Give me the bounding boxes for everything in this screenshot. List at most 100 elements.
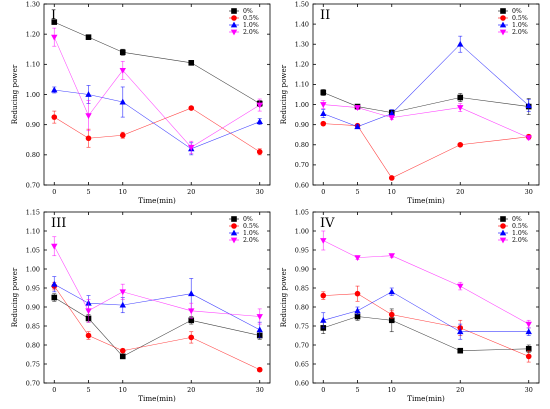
x-axis-title: Time(min) (407, 394, 445, 403)
y-tick-label: 0.90 (26, 303, 40, 311)
legend-marker (230, 229, 238, 236)
data-point (320, 316, 327, 323)
data-point (525, 328, 532, 335)
data-point (256, 149, 263, 155)
series-line (54, 246, 260, 317)
y-tick-label: 0.70 (26, 181, 40, 189)
legend-marker (230, 29, 238, 36)
y-tick-label: 1.50 (295, 0, 309, 8)
legend: 0%0.5%1.0%2.0% (498, 8, 528, 36)
data-point (51, 114, 58, 120)
data-point (354, 313, 361, 320)
series-0% (320, 308, 532, 354)
data-point (119, 353, 126, 360)
series-1.0% (320, 287, 532, 340)
series-line (54, 37, 260, 148)
series-line (323, 291, 529, 332)
chart-panel-4: 0.60 0.65 0.70 0.75 0.80 0.85 0.90 0.95 1.00 1.05… (279, 208, 540, 403)
legend-marker (230, 237, 238, 244)
data-point (85, 113, 92, 120)
legend-label: 2.0% (243, 237, 259, 244)
data-point (320, 292, 327, 299)
data-point (256, 366, 263, 373)
series-line (54, 285, 260, 370)
data-point (256, 326, 263, 333)
x-tick-label: 10 (388, 188, 396, 196)
y-tick-label: 1.00 (295, 227, 309, 235)
data-point (388, 110, 395, 117)
data-point (457, 283, 464, 290)
y-tick-label: 0.90 (26, 121, 40, 129)
data-point (457, 141, 464, 148)
data-point (457, 105, 464, 111)
x-tick-label: 10 (388, 386, 396, 394)
x-tick-label: 5 (355, 386, 359, 394)
data-point (85, 308, 92, 315)
y-tick-label: 1.05 (295, 208, 309, 216)
series-line (323, 43, 529, 127)
data-point (188, 144, 195, 151)
data-point (51, 294, 58, 301)
data-point (457, 94, 464, 101)
series-1.0% (51, 276, 263, 338)
x-tick-label: 30 (256, 188, 264, 196)
data-point (354, 307, 361, 314)
legend-marker (499, 29, 507, 36)
data-point (51, 19, 58, 25)
series-0% (51, 19, 263, 107)
data-point (188, 317, 195, 324)
legend-marker (500, 216, 506, 222)
y-tick-label: 0.80 (26, 341, 40, 349)
x-tick-label: 30 (256, 386, 264, 394)
series-1.0% (51, 85, 263, 156)
data-point (51, 86, 58, 93)
data-point (51, 34, 58, 41)
legend-marker (500, 223, 506, 229)
data-point (320, 120, 327, 127)
series-0% (51, 293, 263, 360)
x-tick-label: 0 (321, 386, 325, 394)
series-line (54, 89, 260, 150)
legend-marker (231, 216, 237, 222)
y-tick-label: 1.30 (26, 0, 40, 8)
data-point (388, 317, 395, 324)
series-line (323, 92, 529, 113)
plot-frame (312, 3, 540, 186)
y-axis-title: Reducing power (279, 267, 288, 327)
y-tick-label: 0.70 (26, 379, 40, 387)
y-tick-label: 0.75 (295, 322, 309, 330)
data-point (320, 110, 327, 117)
legend-marker (499, 21, 507, 28)
y-tick-label: 0.85 (26, 322, 40, 330)
y-tick-label: 1.10 (26, 61, 40, 69)
series-line (323, 316, 529, 351)
legend-label: 0% (243, 8, 253, 15)
y-tick-label: 0.85 (295, 284, 309, 292)
legend-label: 2.0% (512, 29, 528, 36)
data-point (119, 289, 126, 296)
y-tick-label: 1.30 (295, 41, 309, 49)
x-axis-title: Time(min) (138, 196, 176, 205)
y-tick-label: 0.90 (295, 265, 309, 273)
y-tick-label: 0.75 (26, 360, 40, 368)
panel-label: I (51, 8, 56, 23)
data-point (119, 347, 126, 354)
y-tick-label: 0.60 (295, 181, 309, 189)
data-point (457, 328, 464, 335)
legend-marker (231, 8, 237, 14)
series-0.5% (51, 105, 263, 156)
data-point (525, 102, 532, 108)
data-point (457, 347, 464, 354)
y-tick-label: 1.40 (295, 20, 309, 28)
y-tick-label: 0.70 (295, 341, 309, 349)
series-line (54, 21, 260, 104)
x-tick-label: 10 (119, 188, 127, 196)
series-0.5% (320, 120, 532, 181)
x-tick-label: 0 (52, 386, 56, 394)
y-tick-label: 0.80 (295, 303, 309, 311)
data-point (256, 314, 263, 320)
y-tick-label: 1.20 (295, 61, 309, 69)
series-line (54, 297, 260, 357)
data-point (354, 105, 361, 111)
